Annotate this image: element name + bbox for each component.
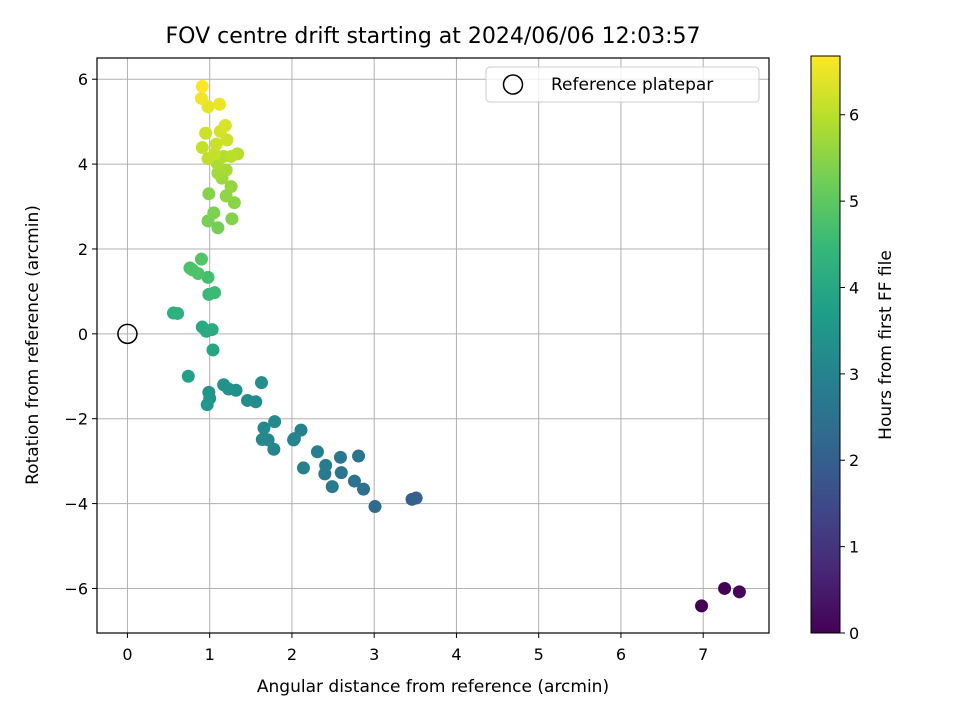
y-tick-label: 0 [78, 325, 88, 344]
data-point [207, 206, 221, 220]
data-point [217, 378, 231, 392]
data-point [211, 221, 225, 235]
data-point [257, 421, 271, 435]
y-tick-label: 4 [78, 155, 88, 174]
colorbar-tick-label: 5 [849, 192, 859, 211]
x-tick-label: 1 [205, 645, 215, 664]
reference-platepar-marker [117, 323, 138, 345]
legend: Reference platepar [485, 66, 760, 103]
legend-label: Reference platepar [551, 75, 713, 95]
y-axis-ticks: −6 −4 −2 0 2 4 6 [64, 70, 97, 598]
data-point [347, 474, 361, 488]
y-tick-label: −6 [64, 579, 88, 598]
scatter-points [117, 79, 746, 613]
x-tick-label: 0 [122, 645, 132, 664]
x-tick-label: 2 [287, 645, 297, 664]
data-point [333, 450, 347, 464]
data-point [208, 286, 222, 300]
data-point [255, 376, 269, 390]
grid [97, 58, 769, 633]
data-point [325, 480, 339, 494]
data-point [213, 97, 227, 111]
y-tick-label: 6 [78, 70, 88, 89]
colorbar-gradient [810, 55, 841, 634]
colorbar-tick-label: 6 [849, 106, 859, 125]
colorbar-ticks: 0 1 2 3 4 5 6 [840, 106, 859, 643]
data-point [296, 461, 310, 475]
plot-area-frame [96, 57, 770, 634]
data-point [319, 458, 333, 472]
data-point [287, 432, 301, 446]
data-point [202, 187, 216, 201]
colorbar-tick-label: 3 [849, 365, 859, 384]
data-point [199, 126, 213, 140]
data-point [208, 147, 222, 161]
data-point [356, 482, 370, 496]
data-point [195, 141, 209, 155]
colorbar-tick-label: 1 [849, 538, 859, 557]
y-tick-label: 2 [78, 240, 88, 259]
data-point [334, 466, 348, 480]
data-point [200, 398, 214, 412]
data-point [191, 267, 205, 281]
data-point [225, 212, 239, 226]
x-tick-label: 4 [451, 645, 461, 664]
data-point [255, 432, 269, 446]
data-point [205, 323, 219, 337]
data-point [224, 180, 238, 194]
data-point [267, 442, 281, 456]
data-point [368, 500, 382, 514]
data-point [181, 369, 195, 383]
data-point [310, 445, 324, 459]
colorbar-label: Hours from first FF file [876, 250, 896, 440]
data-point [268, 415, 282, 429]
chart-title: FOV centre drift starting at 2024/06/06 … [166, 24, 701, 49]
data-point [732, 585, 746, 599]
x-axis-label: Angular distance from reference (arcmin) [257, 677, 609, 697]
data-point [206, 343, 220, 357]
legend-marker-icon [502, 74, 524, 95]
x-tick-label: 3 [369, 645, 379, 664]
data-point [409, 491, 423, 505]
y-tick-label: −2 [64, 410, 88, 429]
colorbar-tick-label: 4 [849, 278, 859, 297]
x-tick-label: 5 [534, 645, 544, 664]
data-point [195, 79, 209, 93]
data-point [201, 270, 215, 284]
x-axis-ticks: 0 1 2 3 4 5 6 7 [122, 633, 708, 664]
data-point [194, 252, 208, 266]
data-point [218, 118, 232, 132]
data-point [718, 581, 732, 595]
y-axis-label: Rotation from reference (arcmin) [23, 205, 43, 485]
x-tick-label: 7 [698, 645, 708, 664]
data-point [219, 163, 233, 177]
data-point [695, 599, 709, 613]
data-point [352, 449, 366, 463]
data-point [209, 137, 223, 151]
colorbar: 0 1 2 3 4 5 6 Hours from first FF file [810, 55, 896, 643]
data-point [194, 91, 208, 105]
x-tick-label: 6 [616, 645, 626, 664]
data-point [224, 149, 238, 163]
data-point [171, 306, 185, 320]
colorbar-tick-label: 0 [849, 624, 859, 643]
colorbar-tick-label: 2 [849, 451, 859, 470]
data-point [241, 393, 255, 407]
y-tick-label: −4 [64, 495, 88, 514]
legend-box [485, 66, 760, 103]
